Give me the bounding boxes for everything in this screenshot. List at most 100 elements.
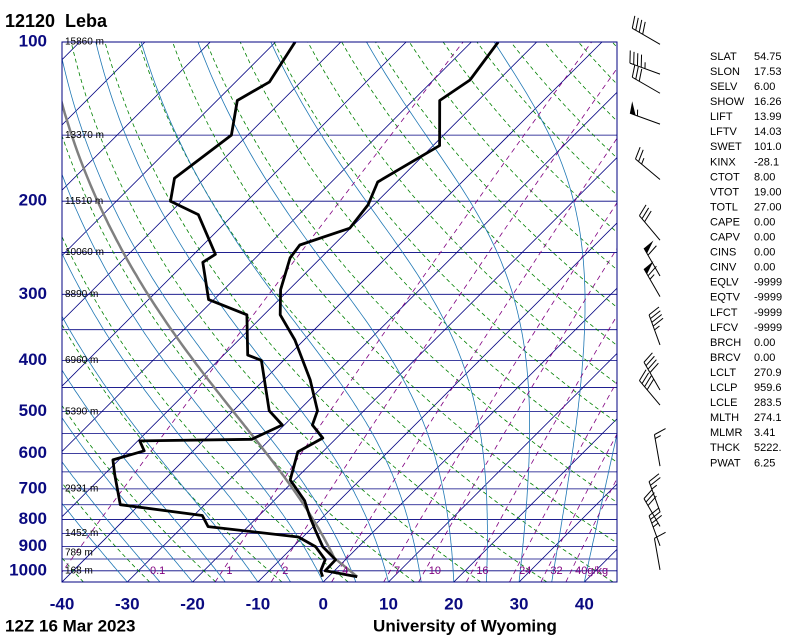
barb-half	[641, 158, 645, 165]
barb-staff	[648, 515, 661, 547]
stat-value: -9999	[754, 277, 782, 289]
plot-frame	[61, 41, 618, 583]
stat-value: 0.00	[754, 352, 775, 364]
stat-value: 19.00	[754, 186, 782, 198]
barb-full	[650, 310, 661, 320]
dry-adiabat	[138, 42, 614, 582]
dry-adiabat	[62, 482, 150, 582]
stat-name: THCK	[710, 442, 741, 454]
moist-adiabat	[270, 42, 488, 582]
mixing-ratio-line	[331, 137, 617, 582]
moist-adiabat	[62, 417, 193, 582]
barb-flag	[629, 101, 636, 116]
stat-name: CAPE	[710, 216, 740, 228]
dry-adiabat	[104, 42, 548, 582]
isotherm	[518, 483, 617, 582]
x-tick-label: -30	[115, 594, 140, 613]
stat-value: 8.00	[754, 171, 775, 183]
x-tick-label: 10	[379, 594, 398, 613]
barb-full	[646, 378, 655, 391]
barb-full	[650, 477, 661, 486]
dry-adiabat	[408, 42, 617, 271]
stat-name: EQTV	[710, 292, 741, 304]
stat-value: -9999	[754, 322, 782, 334]
stat-name: MLTH	[710, 412, 739, 424]
mixing-ratio-line	[383, 202, 617, 582]
date-label: 12Z 16 Mar 2023	[5, 616, 135, 635]
y-tick-label: 500	[19, 401, 47, 420]
isotherm	[62, 42, 537, 518]
stat-value: 16.26	[754, 96, 782, 108]
stat-name: SELV	[710, 81, 738, 93]
stat-name: LCLT	[710, 367, 736, 379]
barb-staff	[632, 27, 661, 45]
stat-value: 0.00	[754, 262, 775, 274]
barb-half	[652, 522, 659, 528]
stat-value: 283.5	[754, 397, 782, 409]
x-tick-label: 0	[318, 594, 327, 613]
isotherm	[62, 42, 407, 387]
chart-title: 12120 Leba	[5, 11, 108, 31]
x-tick-label: 30	[510, 594, 529, 613]
moist-adiabat	[62, 56, 357, 582]
wind-barb	[631, 64, 661, 94]
barb-full	[647, 359, 657, 370]
dry-adiabat	[442, 42, 617, 233]
mixing-ratio-line	[565, 477, 617, 582]
stat-value: 0.00	[754, 247, 775, 259]
barb-full	[643, 488, 653, 499]
mixing-ratio-line	[270, 67, 617, 582]
height-label: 15860 m	[65, 37, 104, 48]
mixing-ratio-label: 32	[550, 565, 562, 577]
dry-adiabat	[62, 134, 415, 582]
stat-name: KINX	[710, 156, 736, 168]
dry-adiabat	[70, 42, 481, 582]
barb-staff	[629, 112, 661, 125]
stat-value: 5222.	[754, 442, 782, 454]
y-tick-label: 800	[19, 509, 47, 528]
stat-name: LIFT	[710, 111, 733, 123]
height-label: 13370 m	[65, 130, 104, 141]
stat-value: -28.1	[754, 156, 779, 168]
barb-staff	[653, 434, 661, 467]
mixing-ratio-label: 0.1	[150, 565, 165, 577]
barb-full	[635, 66, 639, 80]
wind-barb	[648, 306, 664, 346]
wind-barb	[631, 15, 661, 45]
stat-name: CTOT	[710, 171, 740, 183]
barb-full	[647, 495, 657, 506]
y-tick-label: 600	[19, 443, 47, 462]
moist-adiabat	[62, 252, 291, 582]
x-tick-label: -40	[50, 594, 75, 613]
dry-adiabat	[172, 42, 617, 544]
mixing-ratio-line	[62, 42, 464, 573]
wind-barb	[643, 240, 661, 277]
stat-name: LFCT	[710, 307, 738, 319]
stat-value: 0.00	[754, 216, 775, 228]
barb-staff	[635, 158, 661, 180]
stat-value: -9999	[754, 307, 782, 319]
isotherm	[62, 42, 211, 191]
isotherm	[62, 42, 603, 582]
barb-full	[647, 245, 657, 256]
moist-adiabat	[493, 42, 586, 582]
stat-name: SLAT	[710, 51, 737, 63]
isotherm	[192, 157, 617, 582]
isotherm	[322, 287, 617, 582]
barb-full	[641, 372, 650, 384]
barb-full	[654, 428, 666, 436]
mixing-ratio-label: 2	[282, 565, 288, 577]
stat-value: 14.03	[754, 126, 782, 138]
barb-full	[650, 511, 661, 520]
barb-full	[641, 207, 650, 219]
wind-barb	[643, 488, 661, 527]
barb-half	[654, 435, 661, 440]
stat-value: 3.41	[754, 427, 775, 439]
mixing-ratio-line	[540, 433, 617, 582]
wind-barb	[653, 428, 666, 467]
moist-adiabat	[62, 173, 324, 582]
moist-adiabat	[62, 315, 259, 582]
stat-name: LFCV	[710, 322, 739, 334]
barb-full	[654, 531, 666, 539]
moist-adiabat	[62, 369, 226, 582]
